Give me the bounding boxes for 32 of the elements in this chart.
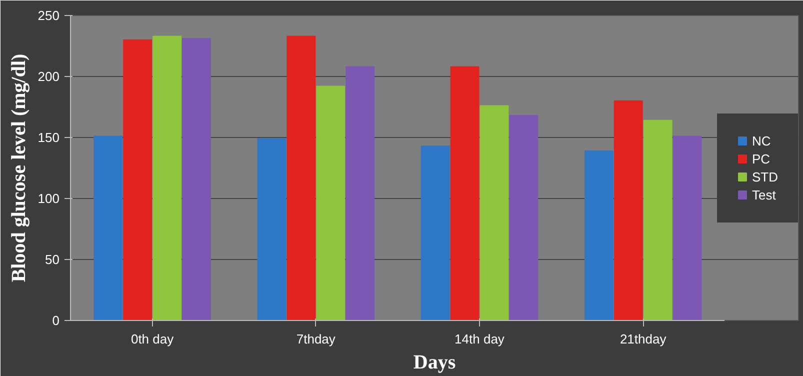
bar (257, 138, 286, 320)
bar (643, 120, 672, 320)
x-tick-label: 0th day (130, 332, 174, 346)
bar (450, 66, 480, 320)
bar (123, 39, 152, 320)
bar (480, 105, 509, 320)
bar (182, 38, 211, 320)
y-tick-label: 100 (38, 191, 60, 206)
bar (584, 150, 614, 320)
y-tick-label: 200 (38, 69, 60, 84)
y-tick-label: 50 (45, 252, 60, 267)
y-tick-label: 0 (52, 313, 60, 328)
x-axis-title: Days (413, 352, 456, 374)
bar (420, 146, 450, 320)
bar (346, 66, 375, 320)
x-tick-label: 21thday (620, 332, 667, 346)
bar (152, 36, 182, 320)
bar (316, 86, 346, 320)
y-axis-title: Blood glucose level (mg/dl) (8, 54, 30, 282)
legend-label: NC (752, 133, 772, 148)
bar (672, 136, 702, 320)
bar (286, 36, 316, 320)
legend-label: PC (752, 151, 772, 166)
y-tick-label: 250 (38, 8, 60, 23)
bar (509, 115, 538, 320)
bar (94, 136, 123, 320)
y-tick-label: 150 (38, 130, 60, 145)
legend-label: STD (752, 169, 778, 184)
x-tick-label: 14th day (454, 332, 505, 346)
x-tick-label: 7thday (296, 332, 336, 346)
bar (614, 100, 643, 320)
legend-label: Test (752, 187, 776, 202)
